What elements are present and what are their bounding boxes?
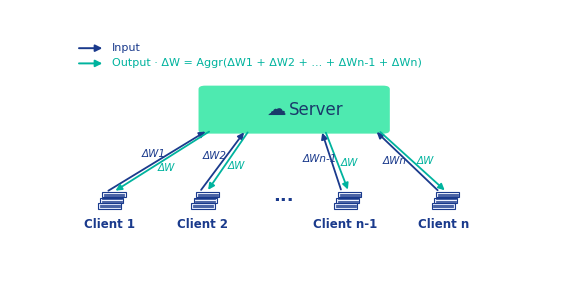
FancyBboxPatch shape [434, 198, 457, 203]
Text: ΔW2: ΔW2 [203, 151, 227, 161]
Text: ΔW: ΔW [340, 158, 358, 168]
FancyBboxPatch shape [191, 203, 215, 209]
FancyBboxPatch shape [199, 86, 390, 134]
Text: ΔW: ΔW [157, 163, 174, 173]
FancyBboxPatch shape [338, 192, 362, 197]
Text: ΔWn: ΔWn [382, 156, 406, 166]
Text: Server: Server [289, 101, 344, 119]
Text: ΔW: ΔW [417, 156, 435, 166]
Text: ΔW: ΔW [227, 161, 245, 171]
FancyBboxPatch shape [432, 203, 455, 209]
FancyBboxPatch shape [100, 198, 123, 203]
Text: ΔW1: ΔW1 [142, 149, 166, 159]
Text: Client n-1: Client n-1 [313, 218, 378, 231]
Text: ☁: ☁ [267, 100, 286, 119]
Text: ...: ... [273, 187, 293, 205]
FancyBboxPatch shape [436, 192, 459, 197]
FancyBboxPatch shape [196, 192, 219, 197]
FancyBboxPatch shape [98, 203, 121, 209]
Text: Client 1: Client 1 [84, 218, 135, 231]
FancyBboxPatch shape [333, 203, 357, 209]
FancyBboxPatch shape [193, 198, 217, 203]
Text: ΔWn-1: ΔWn-1 [302, 154, 337, 164]
Text: Client 2: Client 2 [177, 218, 228, 231]
Text: Client n: Client n [417, 218, 469, 231]
Text: Output · ΔW = Aggr(ΔW1 + ΔW2 + ... + ΔWn-1 + ΔWn): Output · ΔW = Aggr(ΔW1 + ΔW2 + ... + ΔWn… [112, 58, 422, 68]
FancyBboxPatch shape [102, 192, 126, 197]
Text: Input: Input [112, 43, 141, 53]
FancyBboxPatch shape [336, 198, 359, 203]
